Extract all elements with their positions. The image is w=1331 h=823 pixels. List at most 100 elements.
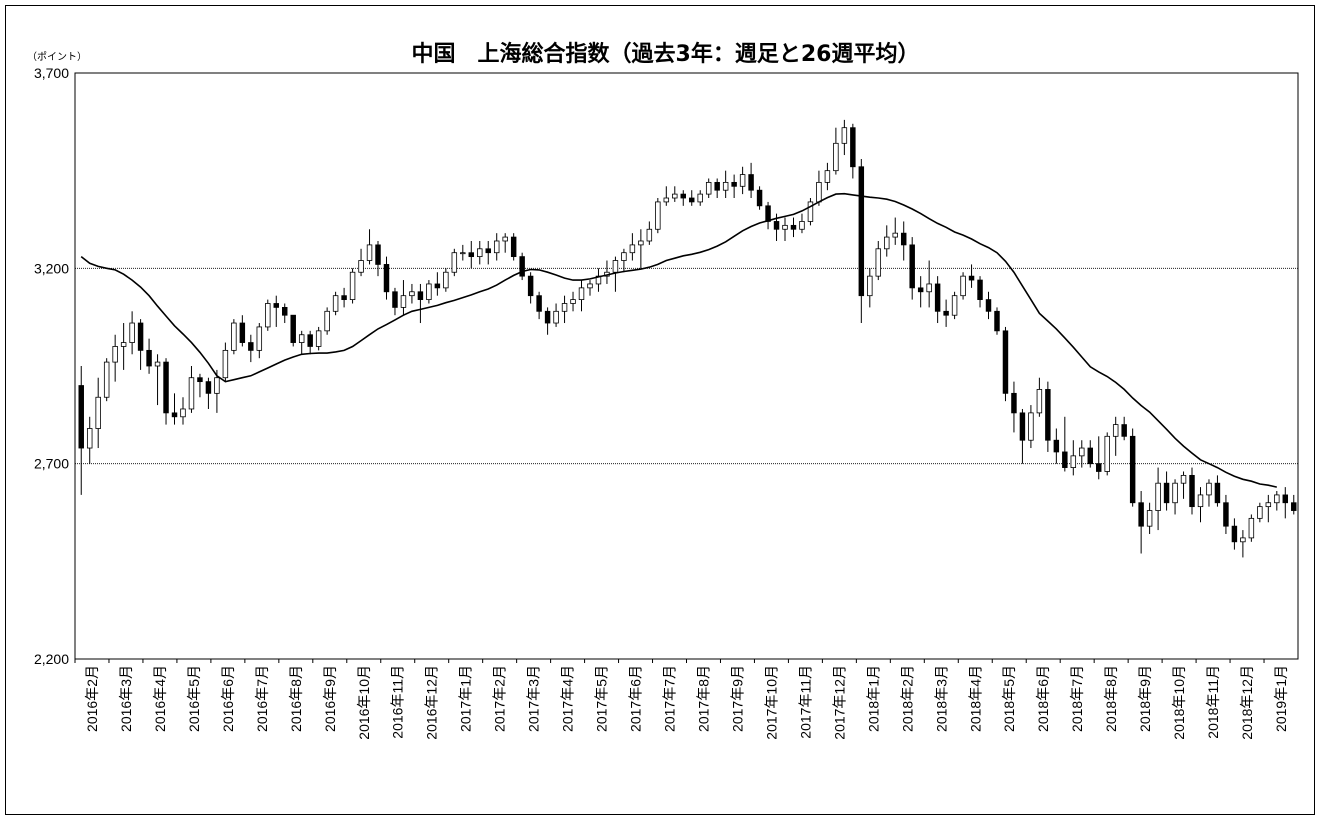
candle (1155, 467, 1161, 531)
chart-title: 中国 上海総合指数（過去3年：週足と26週平均） (411, 42, 920, 67)
candle (1248, 514, 1255, 542)
x-tick-label: 2017年10月 (763, 665, 779, 740)
candle-body (689, 197, 695, 203)
candle (638, 229, 644, 269)
y-tick-label: 2,200 (34, 651, 69, 667)
candle (850, 123, 856, 179)
candle (1104, 432, 1110, 476)
candle-body (86, 428, 93, 449)
x-tick-label: 2017年4月 (560, 665, 576, 732)
candle (705, 178, 712, 199)
candle-body (892, 232, 898, 238)
x-tick-label: 2018年11月 (1205, 665, 1221, 739)
candle (137, 319, 144, 370)
candle (485, 240, 491, 265)
candle (1011, 381, 1017, 433)
candle (867, 268, 873, 308)
candle (824, 162, 831, 191)
candlestick-series (78, 119, 1297, 558)
candle-body (1011, 392, 1017, 414)
candle-body (1223, 502, 1229, 527)
candle-body (273, 303, 279, 308)
candle-body (197, 377, 203, 383)
x-tick-label: 2016年10月 (356, 665, 372, 740)
candle-body (366, 244, 373, 261)
candle (790, 217, 797, 238)
candle (112, 334, 118, 382)
candle-body (1062, 451, 1068, 468)
candle-body (629, 244, 636, 254)
candle-body (917, 287, 924, 293)
candle-body (205, 381, 212, 394)
x-tick-label: 2018年3月 (933, 665, 949, 732)
candle-body (1045, 389, 1051, 441)
candle (519, 252, 525, 281)
candle-body (790, 224, 797, 230)
candle (731, 174, 737, 199)
candle-body (493, 240, 500, 254)
candle (1257, 502, 1263, 523)
candle (1206, 479, 1212, 507)
candle (460, 244, 466, 261)
candle-body (383, 264, 390, 293)
x-tick-label: 2016年11月 (390, 665, 406, 739)
candle-body (756, 189, 763, 207)
candle-body (307, 334, 313, 347)
candle (366, 229, 373, 265)
x-tick-label: 2016年7月 (254, 665, 270, 732)
candle-body (536, 295, 542, 312)
candle-body (850, 127, 856, 168)
candle (1062, 416, 1068, 472)
candle-body (655, 201, 661, 230)
candle-body (163, 361, 169, 414)
candle-body (103, 361, 110, 398)
candle-body (1079, 447, 1085, 457)
candle-body (78, 385, 84, 449)
candle (1223, 494, 1229, 534)
candle-body (1070, 455, 1077, 468)
candle (985, 291, 992, 320)
candle (129, 311, 135, 355)
candle-body (1197, 494, 1204, 508)
candle (78, 366, 84, 495)
candle-body (180, 408, 186, 418)
candle (934, 276, 941, 324)
candle-body (214, 377, 220, 394)
x-tick-label: 2016年4月 (152, 665, 168, 732)
candle (951, 291, 958, 320)
candle-body (1274, 494, 1280, 504)
candle-body (697, 193, 703, 203)
candle (315, 326, 322, 351)
candle-body (875, 248, 882, 277)
candle (1019, 408, 1026, 464)
candle-body (553, 310, 559, 324)
candle (782, 217, 788, 241)
candle-body (1104, 435, 1110, 472)
candle (171, 393, 178, 425)
candle (426, 280, 432, 304)
candle-body (960, 275, 966, 297)
candle-body (824, 170, 831, 183)
candle (248, 334, 254, 363)
candle-body (477, 248, 483, 258)
candle-body (443, 271, 449, 289)
candle-body (502, 236, 508, 242)
candle-body (146, 349, 152, 367)
candle (95, 377, 101, 449)
candle-body (349, 271, 356, 300)
candle-body (510, 236, 517, 258)
candle (120, 323, 127, 370)
candle (621, 248, 627, 273)
candle-body (239, 322, 246, 343)
candle-body (570, 299, 576, 304)
candle-body (1155, 482, 1161, 511)
candle-body (358, 260, 364, 273)
candle-body (900, 232, 907, 246)
candle (536, 291, 542, 320)
candle (553, 303, 559, 327)
candle (502, 233, 508, 253)
candle (663, 186, 670, 206)
candle-body (884, 236, 890, 250)
candle-body (282, 306, 288, 316)
